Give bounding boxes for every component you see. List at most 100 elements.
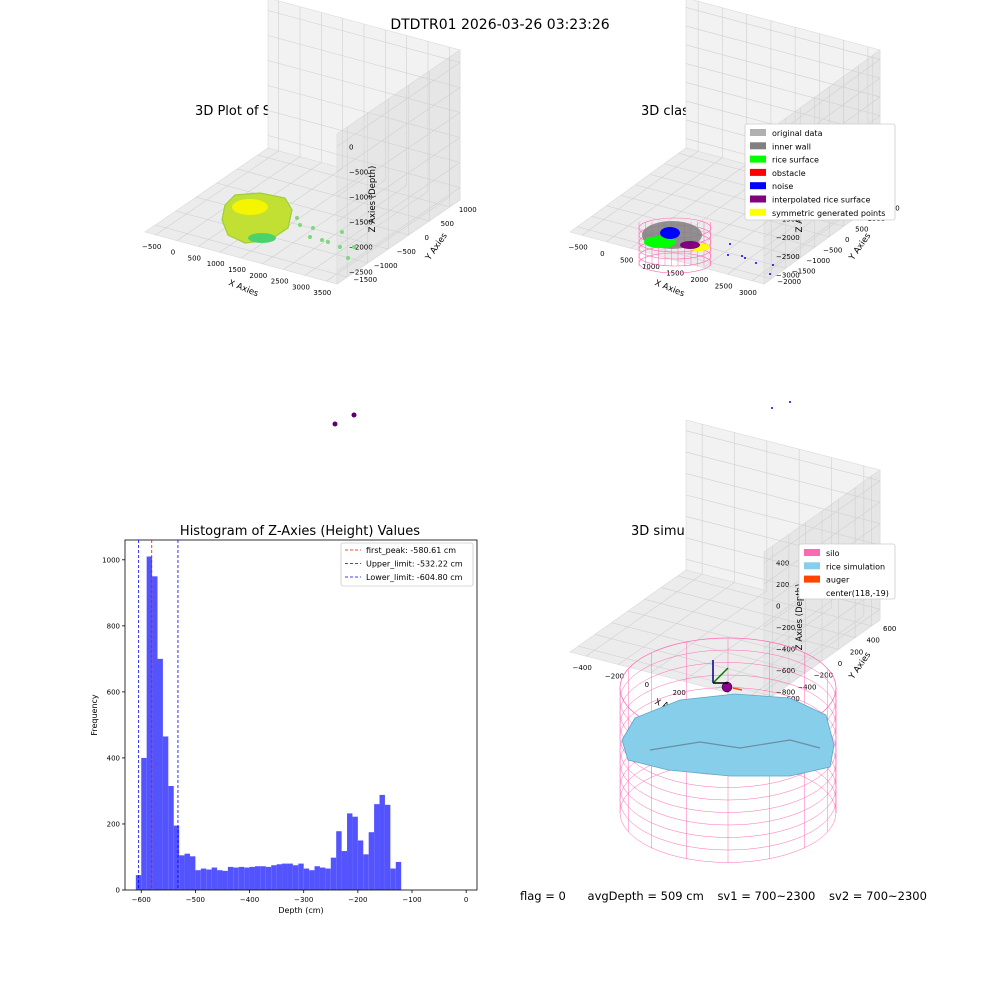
p1-scatter-point xyxy=(308,235,312,239)
hist-bar xyxy=(276,864,283,890)
p4-legend-label: auger xyxy=(826,576,850,585)
p2-noise-point xyxy=(744,257,746,259)
p4-x-grid xyxy=(618,582,735,665)
p4-y-tick: −600 xyxy=(781,695,800,703)
p1-y-grid xyxy=(155,224,348,278)
hist-bar xyxy=(211,867,218,890)
p1-y-grid xyxy=(237,168,430,222)
p1-z-tick: −1000 xyxy=(349,194,373,202)
p4-legend-label: center(118,-19) xyxy=(826,589,889,598)
p1-x-tick: −500 xyxy=(142,243,161,251)
p2-z-tick: −1000 xyxy=(776,197,800,205)
p2-x-tick: −500 xyxy=(569,243,588,251)
p2-y-grid xyxy=(635,184,830,238)
hist-bar xyxy=(303,868,310,890)
p4-z-grid xyxy=(685,537,881,671)
p4-z-tick: −600 xyxy=(776,667,795,675)
p2-x-tick: 1500 xyxy=(666,269,684,277)
hist-bar xyxy=(206,869,212,890)
p2-legend-swatch xyxy=(750,168,766,176)
p4-x-tick: 600 xyxy=(737,706,750,714)
p2-legend-label: original data xyxy=(772,129,823,138)
sv1-text: sv1 = 700~2300 xyxy=(717,889,816,903)
p2-legend-label: symmetric generated points xyxy=(772,209,885,218)
p4-x-grid xyxy=(585,573,703,657)
p2-noise-point xyxy=(729,243,731,245)
hist-x-tick: −400 xyxy=(240,896,259,904)
p4-z-tick: −800 xyxy=(776,688,795,696)
p2-y-grid xyxy=(664,163,859,217)
p2-legend-label: interpolated rice surface xyxy=(772,196,870,205)
p2-z-tick: −500 xyxy=(776,178,795,186)
p1-scatter-point xyxy=(346,256,350,260)
p1-x-tick: 500 xyxy=(188,254,201,262)
hist-bar xyxy=(287,863,293,890)
p1-y-tick: 1000 xyxy=(459,206,477,214)
p1-scatter-point xyxy=(295,216,299,220)
p1-outlier-point xyxy=(351,412,357,418)
hist-bar xyxy=(189,856,196,890)
p1-x-label: X Axies xyxy=(227,278,260,299)
p2-x-tick: 1000 xyxy=(642,263,660,271)
p1-z-tick: −2500 xyxy=(349,269,373,277)
hist-bar xyxy=(390,868,396,890)
p2-noise-cluster xyxy=(660,227,680,239)
p4-y-label: Y Axies xyxy=(847,650,874,682)
hist-bar xyxy=(352,816,358,890)
p2-y-grid xyxy=(606,205,801,259)
p1-y-tick: 0 xyxy=(425,234,429,242)
p4-z-tick: 400 xyxy=(776,560,789,568)
p4-z-label: Z Axies (Depth) xyxy=(795,584,805,651)
p4-x-label: X Axies xyxy=(653,697,686,718)
p4-y-grid xyxy=(677,575,872,627)
p1-y-tick: −500 xyxy=(397,248,416,256)
p4-silo-ring xyxy=(619,712,837,813)
p2-z-tick: −2500 xyxy=(776,253,800,261)
p2-y-grid xyxy=(649,173,844,227)
panel3-title: Histogram of Z-Axies (Height) Values xyxy=(179,524,421,539)
hist-bar xyxy=(265,866,272,890)
p2-y-grid xyxy=(591,215,786,269)
hist-bar xyxy=(217,870,223,890)
hist-bar xyxy=(254,866,261,890)
p2-y-tick: −2000 xyxy=(777,278,801,286)
hist-bar xyxy=(184,853,190,890)
hist-y-tick: 800 xyxy=(107,622,120,630)
p2-x-tick: 2000 xyxy=(690,276,708,284)
p2-z-label: Z Axies (Depth) xyxy=(795,166,805,233)
p4-legend-box xyxy=(798,543,896,600)
p4-x-tick: −400 xyxy=(573,664,592,672)
p4-y-tick: 400 xyxy=(866,637,879,645)
p1-z-grid xyxy=(267,110,461,247)
p2-x-tick: 500 xyxy=(620,256,633,264)
hist-x-tick: −200 xyxy=(348,896,367,904)
p1-z-tick: −2000 xyxy=(349,244,373,252)
p4-silo-ring xyxy=(619,724,837,826)
p2-z-grid xyxy=(685,100,881,238)
p2-silo-ring xyxy=(638,224,712,246)
hist-bar xyxy=(314,866,320,890)
p2-x-grid xyxy=(751,196,869,281)
hist-bar xyxy=(173,825,180,890)
p1-y-grid xyxy=(257,154,450,208)
hist-bar xyxy=(271,865,277,890)
hist-bar xyxy=(341,851,348,890)
hist-bar xyxy=(141,757,147,890)
hist-bar xyxy=(282,863,288,890)
p2-legend-swatch xyxy=(750,142,766,150)
p2-x-label: X Axies xyxy=(653,278,686,299)
p4-x-tick: 0 xyxy=(645,681,649,689)
p4-silo-ring xyxy=(619,649,837,751)
p1-peak-points xyxy=(232,199,268,215)
avg-depth-text: avgDepth = 509 cm xyxy=(587,889,704,903)
p4-y-tick: 200 xyxy=(850,648,863,656)
p1-x-grid xyxy=(304,191,429,276)
p4-silo-ring xyxy=(619,662,837,763)
p4-rice-simulation-surface xyxy=(621,693,835,777)
p4-y-grid xyxy=(644,598,839,650)
p2-x-grid xyxy=(654,170,772,255)
p1-z-grid xyxy=(267,60,461,197)
